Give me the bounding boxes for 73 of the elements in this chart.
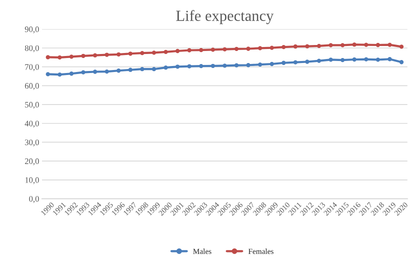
point	[58, 72, 62, 77]
point	[128, 68, 132, 72]
point	[258, 62, 262, 67]
point	[140, 51, 144, 56]
point	[246, 46, 250, 51]
point	[222, 47, 227, 52]
point	[270, 46, 274, 50]
point	[81, 70, 86, 74]
point	[352, 42, 356, 47]
point	[187, 64, 192, 68]
point	[81, 54, 86, 58]
point	[376, 58, 380, 62]
point	[293, 60, 298, 64]
point	[164, 66, 168, 70]
point	[116, 68, 121, 73]
point	[128, 52, 132, 56]
point	[116, 52, 121, 56]
point	[282, 60, 286, 65]
point	[92, 53, 98, 58]
point	[187, 48, 192, 52]
point	[46, 72, 50, 76]
point	[175, 64, 180, 69]
y-tick-label: 20,0	[25, 158, 39, 166]
chart-title: Life expectancy	[176, 10, 274, 24]
y-tick-label: 90,0	[24, 26, 39, 34]
point	[210, 64, 215, 68]
point	[199, 64, 204, 68]
y-tick-label: 30,0	[25, 140, 39, 146]
point	[328, 58, 333, 62]
y-tick-label: 70,0	[25, 64, 39, 72]
point	[164, 50, 168, 54]
point	[282, 44, 286, 50]
point	[104, 52, 109, 57]
y-tick-label: 50,0	[25, 102, 39, 109]
point	[210, 48, 215, 52]
point	[340, 58, 345, 62]
point	[270, 62, 274, 66]
y-tick-label: 40,0	[24, 120, 39, 128]
y-tick-label: 60,0	[24, 83, 39, 90]
point	[222, 64, 227, 68]
point	[58, 55, 62, 60]
point	[388, 57, 392, 62]
point	[305, 60, 310, 64]
point	[246, 63, 250, 68]
point	[258, 46, 262, 50]
point	[316, 44, 322, 48]
point	[69, 72, 74, 76]
point	[364, 42, 368, 47]
point	[305, 44, 310, 48]
point	[399, 44, 404, 49]
point	[328, 43, 333, 48]
point	[316, 58, 322, 63]
point	[376, 42, 380, 48]
point	[293, 44, 298, 49]
point	[140, 67, 144, 72]
point	[234, 46, 239, 52]
y-tick-label: 80,0	[24, 45, 39, 52]
y-tick-label: 10,0	[25, 177, 39, 184]
point	[364, 57, 368, 62]
point	[92, 70, 98, 74]
point	[152, 50, 156, 55]
point	[234, 63, 239, 68]
point	[104, 69, 109, 74]
point	[399, 60, 404, 64]
point	[388, 42, 392, 47]
point	[69, 54, 74, 59]
point	[46, 55, 50, 60]
point	[340, 43, 345, 48]
y-tick-label: 0,0	[29, 196, 39, 203]
point	[352, 57, 356, 62]
point	[152, 67, 156, 72]
point	[175, 48, 180, 54]
point	[199, 48, 204, 52]
